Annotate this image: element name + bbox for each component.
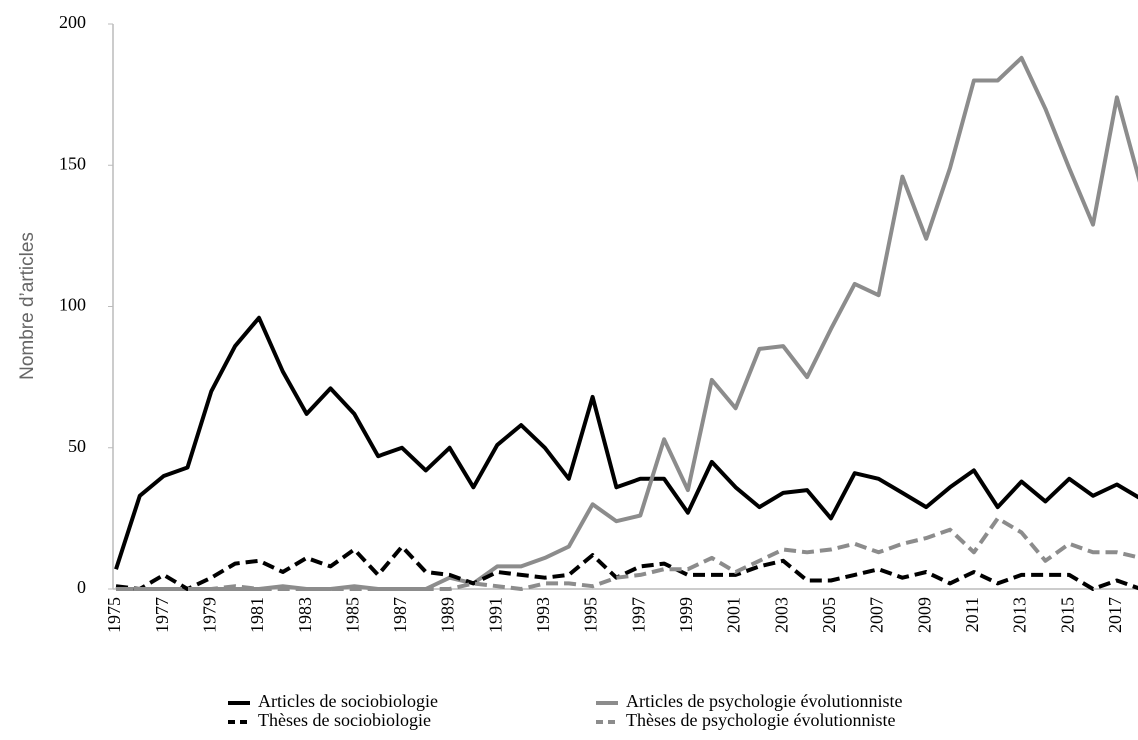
x-tick-label: 2003 <box>771 597 791 633</box>
x-tick-label: 1997 <box>628 597 648 633</box>
x-tick-label: 1989 <box>438 597 458 633</box>
line-series <box>115 544 1138 591</box>
x-tick-label: 2013 <box>1010 597 1030 633</box>
x-tick-label: 1975 <box>104 597 124 633</box>
x-tick-label: 2011 <box>962 597 982 632</box>
x-tick-label: 1979 <box>199 597 219 633</box>
legend-label: Articles de sociobiologie <box>258 691 438 711</box>
x-tick-label: 1981 <box>247 597 267 633</box>
y-axis-label: Nombre d’articles <box>17 232 38 380</box>
legend-label: Articles de psychologie évolutionniste <box>626 691 902 711</box>
x-tick-label: 1999 <box>676 597 696 633</box>
y-tick-label: 150 <box>59 153 86 173</box>
legend-label: Thèses de psychologie évolutionniste <box>626 710 895 730</box>
legend-label: Thèses de sociobiologie <box>258 710 431 730</box>
x-tick-label: 1987 <box>390 597 410 633</box>
x-tick-label: 2007 <box>867 597 887 633</box>
line-series <box>116 516 1138 591</box>
x-tick-label: 1993 <box>533 597 553 633</box>
y-tick-label: 100 <box>59 295 86 315</box>
line-series <box>114 315 1138 570</box>
line-series <box>116 55 1138 591</box>
y-tick-label: 0 <box>77 577 86 597</box>
x-tick-label: 2005 <box>819 597 839 633</box>
x-tick-label: 1983 <box>295 597 315 633</box>
y-tick-label: 200 <box>59 12 86 32</box>
x-tick-label: 2001 <box>724 597 744 633</box>
x-tick-label: 1991 <box>485 597 505 633</box>
x-tick-label: 1985 <box>342 597 362 633</box>
x-tick-label: 2015 <box>1057 597 1077 633</box>
x-tick-label: 2009 <box>914 597 934 633</box>
y-tick-label: 50 <box>68 436 86 456</box>
x-tick-label: 1977 <box>152 597 172 633</box>
x-tick-label: 2017 <box>1105 597 1125 633</box>
x-tick-label: 1995 <box>581 597 601 633</box>
